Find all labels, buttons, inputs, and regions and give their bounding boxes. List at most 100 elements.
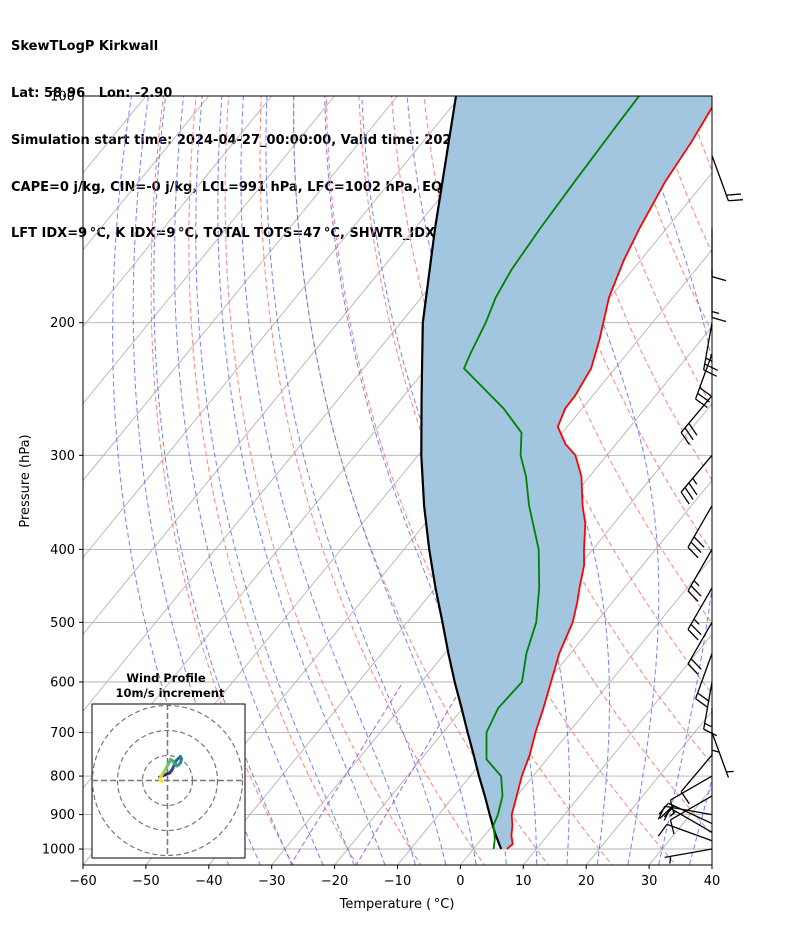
wind-barb-flag [711, 275, 727, 282]
isotherm-line [83, 96, 210, 251]
wind-barb-flag [687, 546, 699, 559]
wind-barb-flag [703, 728, 718, 737]
wind-barb-staff [664, 848, 713, 859]
wind-barb-half-flag [693, 580, 700, 587]
isotherm-line [585, 710, 712, 865]
y-tick-label: 500 [50, 616, 75, 631]
wind-barb-staff [687, 587, 713, 630]
wind-barb-staff [687, 505, 713, 548]
wind-barb-flag [697, 392, 710, 403]
wind-barb-half-flag [704, 722, 712, 728]
isotherm-line [711, 864, 712, 865]
x-tick-label: −30 [258, 874, 285, 889]
wind-barb-flag [703, 369, 718, 377]
wind-barb-flag [684, 487, 694, 500]
dry-adiabat-line [712, 79, 794, 880]
wind-barb-flag [704, 363, 719, 372]
wind-barb-half-flag [692, 477, 698, 485]
isotherm-line [83, 96, 524, 636]
wind-barb-flag [684, 427, 694, 441]
y-tick-label: 400 [50, 543, 75, 558]
mixing-ratio-line [355, 681, 466, 865]
moist-adiabat-line [688, 777, 712, 865]
y-tick-label: 200 [50, 316, 75, 331]
x-tick-label: 20 [578, 874, 595, 889]
wind-barb-staff [694, 653, 713, 699]
hodograph-subtitle: 10m/s increment [116, 686, 225, 700]
isotherm-line [83, 96, 273, 328]
wind-barb-half-flag [669, 810, 677, 817]
wind-barb [687, 549, 713, 602]
wind-barb-half-flag [693, 618, 700, 625]
wind-barb-staff [703, 322, 713, 371]
temperature-line [506, 105, 712, 850]
axes: −60 −50 −40 −30 −20 −10 0 10 20 30 40 100 200 300 400 5… [42, 90, 720, 890]
wind-barb-flag [690, 658, 702, 670]
x-axis-label: Temperature ( °C) [339, 897, 455, 912]
wind-barb [711, 228, 727, 282]
isotherm-line [648, 787, 712, 865]
wind-barb-staff [670, 795, 713, 821]
wind-barb [703, 681, 718, 737]
wind-barb [711, 269, 727, 323]
wind-barb-flag [697, 692, 710, 703]
wind-barb-flag [695, 698, 708, 708]
isotherm-line [83, 96, 84, 97]
wind-barb [711, 732, 734, 778]
wind-barb-flag [728, 199, 743, 202]
wind-barb-flag [657, 805, 666, 820]
wind-barb-half-flag [705, 357, 713, 362]
hodograph-ring [116, 729, 219, 832]
wind-barbs [657, 155, 743, 864]
x-tick-label: 0 [456, 874, 464, 889]
wind-barb-flag [690, 623, 702, 636]
wind-barb-flag [688, 482, 698, 496]
dry-adiabat-line [684, 96, 712, 172]
wind-barb [687, 505, 713, 559]
x-tick-label: 40 [704, 874, 721, 889]
dry-adiabat-line [390, 96, 712, 836]
wind-barb-flag [663, 807, 672, 821]
x-tick-label: −20 [321, 874, 348, 889]
wind-barb-staff [668, 802, 713, 825]
wind-barb [687, 587, 713, 641]
dewpoint-line [462, 96, 640, 850]
y-axis-label: Pressure (hPa) [18, 434, 33, 527]
y-tick-label: 800 [50, 770, 75, 785]
wind-barb [703, 322, 719, 377]
wind-barb-flag [669, 799, 675, 815]
hodograph-content [92, 704, 245, 858]
moist-adiabat-line [217, 96, 386, 865]
profile-lines [420, 96, 712, 850]
wind-barb-flag [693, 536, 705, 548]
y-tick-label: 300 [50, 449, 75, 464]
cape-fill-layer [421, 96, 712, 849]
isotherm-line [83, 96, 461, 559]
moist-adiabat-line [195, 96, 355, 865]
dry-adiabat-line [776, 79, 794, 880]
isotherm-line [460, 556, 712, 865]
dry-adiabat-line [259, 96, 486, 865]
wind-barb-staff [711, 155, 730, 201]
moist-adiabat-line [174, 96, 324, 865]
wind-barb-half-flag [711, 749, 720, 753]
title-line-station: SkewTLogP Kirkwall [11, 39, 159, 55]
hodograph-inset: Wind Profile 10m/s increment [91, 671, 246, 859]
wind-barb-staff [703, 681, 713, 730]
wind-barb [711, 155, 743, 202]
x-tick-label: 10 [515, 874, 532, 889]
isotherm-line [522, 633, 712, 865]
wind-barb [711, 708, 720, 757]
wind-barb-flag [687, 590, 699, 602]
x-tick-label: −40 [195, 874, 222, 889]
y-tick-label: 100 [50, 90, 75, 105]
wind-barb-staff [670, 807, 713, 833]
wind-barb-flag [680, 432, 690, 445]
wind-barb-flag [726, 193, 741, 196]
moist-adiabat-line [240, 96, 417, 865]
wind-barb-staff [666, 823, 713, 842]
wind-barb [687, 622, 713, 675]
wind-barb-flag [687, 663, 699, 675]
wind-barb-staff [680, 454, 713, 493]
